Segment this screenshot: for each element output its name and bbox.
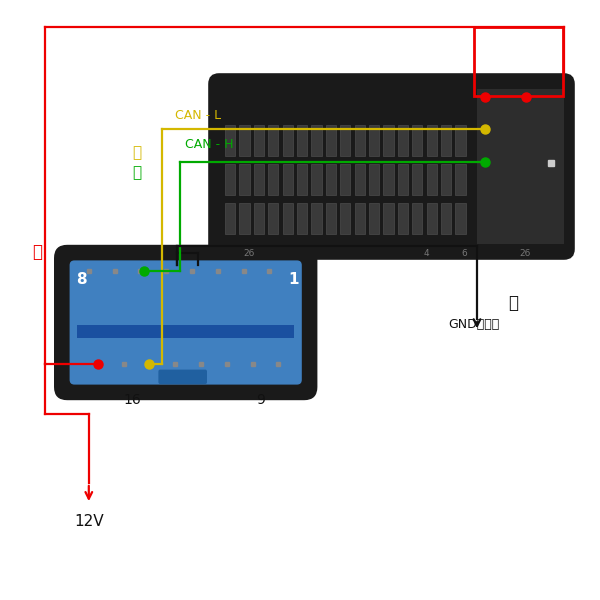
FancyBboxPatch shape <box>268 164 278 195</box>
FancyBboxPatch shape <box>239 125 250 156</box>
FancyBboxPatch shape <box>268 125 278 156</box>
FancyBboxPatch shape <box>369 125 379 156</box>
Text: 黄: 黄 <box>132 145 142 160</box>
FancyBboxPatch shape <box>326 203 336 234</box>
FancyBboxPatch shape <box>441 164 451 195</box>
FancyBboxPatch shape <box>455 203 466 234</box>
Text: 红: 红 <box>32 243 42 261</box>
FancyBboxPatch shape <box>239 203 250 234</box>
FancyBboxPatch shape <box>326 164 336 195</box>
Text: 8: 8 <box>76 271 86 286</box>
Text: 26: 26 <box>520 249 530 258</box>
FancyBboxPatch shape <box>225 164 235 195</box>
Text: 4: 4 <box>423 249 429 258</box>
FancyBboxPatch shape <box>398 125 408 156</box>
FancyBboxPatch shape <box>268 203 278 234</box>
FancyBboxPatch shape <box>254 164 264 195</box>
FancyBboxPatch shape <box>412 203 422 234</box>
FancyBboxPatch shape <box>254 203 264 234</box>
Text: 1: 1 <box>289 271 299 286</box>
FancyBboxPatch shape <box>427 203 437 234</box>
Text: 绿: 绿 <box>132 165 142 180</box>
Text: 黑: 黑 <box>508 294 518 312</box>
FancyBboxPatch shape <box>412 125 422 156</box>
FancyBboxPatch shape <box>239 164 250 195</box>
FancyBboxPatch shape <box>297 164 307 195</box>
Text: 16: 16 <box>123 393 141 407</box>
FancyBboxPatch shape <box>355 203 365 234</box>
FancyBboxPatch shape <box>369 203 379 234</box>
FancyBboxPatch shape <box>283 203 293 234</box>
FancyBboxPatch shape <box>283 164 293 195</box>
FancyBboxPatch shape <box>369 164 379 195</box>
Text: CAN - H: CAN - H <box>185 137 233 151</box>
FancyBboxPatch shape <box>455 125 466 156</box>
Text: CAN - L: CAN - L <box>175 109 221 122</box>
Text: 9: 9 <box>257 393 265 407</box>
FancyBboxPatch shape <box>355 125 365 156</box>
FancyBboxPatch shape <box>427 164 437 195</box>
FancyBboxPatch shape <box>54 245 317 400</box>
Text: 1: 1 <box>522 56 532 70</box>
FancyBboxPatch shape <box>383 125 394 156</box>
Text: 2: 2 <box>501 56 511 70</box>
Text: GND（地）: GND（地） <box>448 317 500 331</box>
FancyBboxPatch shape <box>441 203 451 234</box>
FancyBboxPatch shape <box>254 125 264 156</box>
FancyBboxPatch shape <box>455 164 466 195</box>
FancyBboxPatch shape <box>311 203 322 234</box>
FancyBboxPatch shape <box>297 125 307 156</box>
Text: 26: 26 <box>244 249 254 258</box>
FancyBboxPatch shape <box>225 125 235 156</box>
FancyBboxPatch shape <box>158 370 207 384</box>
FancyBboxPatch shape <box>383 164 394 195</box>
FancyBboxPatch shape <box>77 325 294 338</box>
FancyBboxPatch shape <box>311 164 322 195</box>
FancyBboxPatch shape <box>208 73 575 260</box>
FancyBboxPatch shape <box>283 125 293 156</box>
FancyBboxPatch shape <box>441 125 451 156</box>
FancyBboxPatch shape <box>340 164 350 195</box>
FancyBboxPatch shape <box>340 203 350 234</box>
FancyBboxPatch shape <box>427 125 437 156</box>
Text: 12V: 12V <box>74 514 104 529</box>
FancyBboxPatch shape <box>326 125 336 156</box>
FancyBboxPatch shape <box>311 125 322 156</box>
FancyBboxPatch shape <box>383 203 394 234</box>
FancyBboxPatch shape <box>398 164 408 195</box>
FancyBboxPatch shape <box>340 125 350 156</box>
FancyBboxPatch shape <box>398 203 408 234</box>
Text: 6: 6 <box>461 249 467 258</box>
FancyBboxPatch shape <box>225 203 235 234</box>
FancyBboxPatch shape <box>355 164 365 195</box>
Text: 1: 1 <box>479 56 489 70</box>
FancyBboxPatch shape <box>477 89 564 244</box>
FancyBboxPatch shape <box>70 260 302 385</box>
FancyBboxPatch shape <box>412 164 422 195</box>
FancyBboxPatch shape <box>297 203 307 234</box>
